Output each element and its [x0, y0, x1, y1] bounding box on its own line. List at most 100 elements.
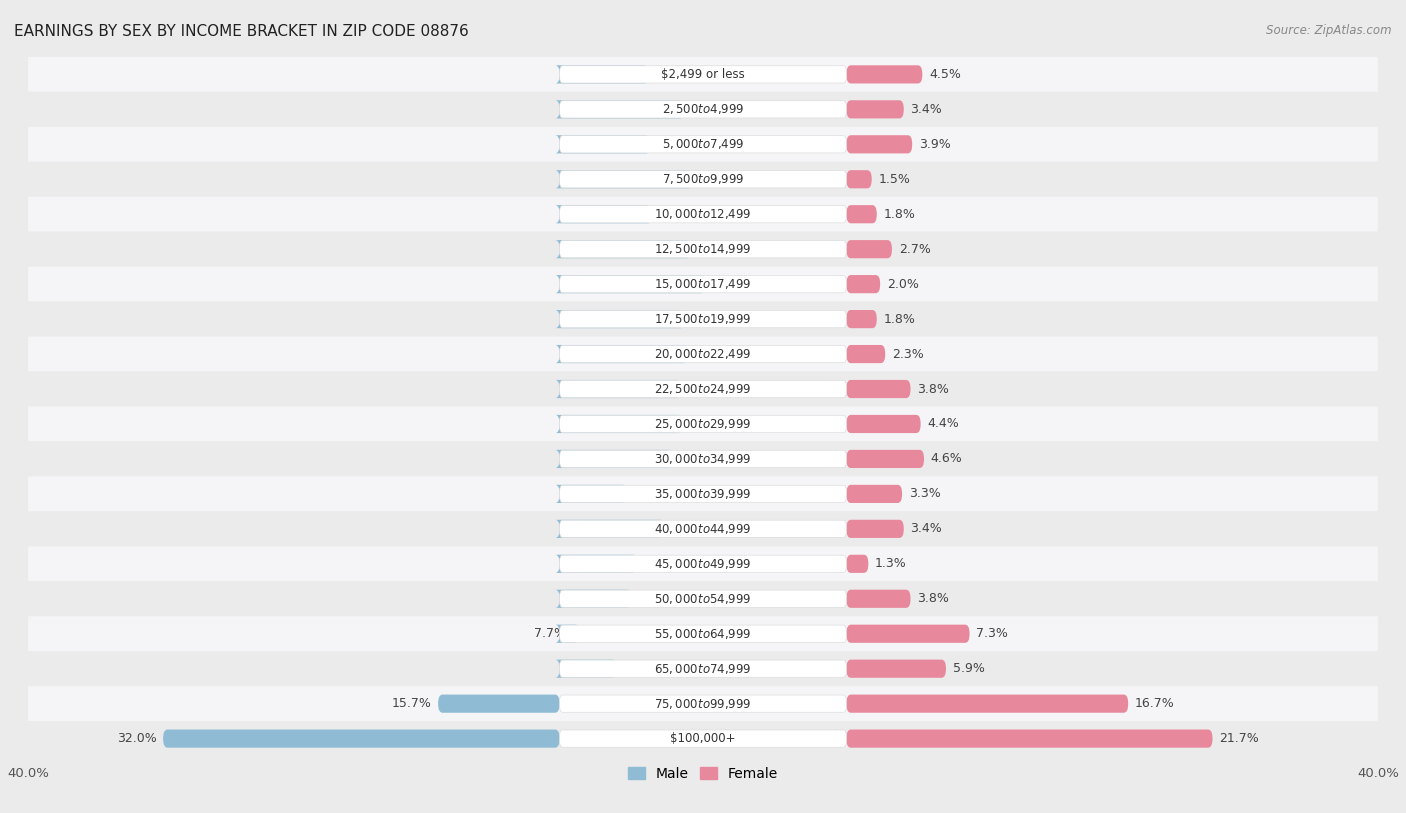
FancyBboxPatch shape: [555, 275, 703, 293]
FancyBboxPatch shape: [560, 415, 846, 433]
FancyBboxPatch shape: [28, 546, 1378, 581]
FancyBboxPatch shape: [28, 162, 1378, 197]
Text: $55,000 to $64,999: $55,000 to $64,999: [654, 627, 752, 641]
FancyBboxPatch shape: [555, 554, 636, 573]
Text: 3.9%: 3.9%: [920, 138, 950, 150]
Text: 7.7%: 7.7%: [534, 628, 567, 640]
Text: $12,500 to $14,999: $12,500 to $14,999: [654, 242, 752, 256]
Text: 15.7%: 15.7%: [391, 698, 432, 710]
Text: 16.7%: 16.7%: [1135, 698, 1174, 710]
Text: $40,000 to $44,999: $40,000 to $44,999: [654, 522, 752, 536]
Text: $30,000 to $34,999: $30,000 to $34,999: [654, 452, 752, 466]
FancyBboxPatch shape: [439, 694, 560, 713]
Text: $17,500 to $19,999: $17,500 to $19,999: [654, 312, 752, 326]
FancyBboxPatch shape: [28, 197, 1378, 232]
FancyBboxPatch shape: [555, 380, 679, 398]
FancyBboxPatch shape: [555, 310, 682, 328]
Text: $100,000+: $100,000+: [671, 733, 735, 745]
Text: $15,000 to $17,499: $15,000 to $17,499: [654, 277, 752, 291]
Text: 7.3%: 7.3%: [976, 628, 1008, 640]
FancyBboxPatch shape: [555, 345, 686, 363]
Text: $7,500 to $9,999: $7,500 to $9,999: [662, 172, 744, 186]
Text: 3.5%: 3.5%: [606, 138, 637, 150]
Text: 4.3%: 4.3%: [592, 558, 624, 570]
FancyBboxPatch shape: [846, 415, 921, 433]
FancyBboxPatch shape: [163, 729, 560, 748]
Text: $65,000 to $74,999: $65,000 to $74,999: [654, 662, 752, 676]
FancyBboxPatch shape: [846, 659, 946, 678]
Text: 2.3%: 2.3%: [891, 348, 924, 360]
FancyBboxPatch shape: [28, 406, 1378, 441]
Text: $75,000 to $99,999: $75,000 to $99,999: [654, 697, 752, 711]
Text: $2,500 to $4,999: $2,500 to $4,999: [662, 102, 744, 116]
Text: $20,000 to $22,499: $20,000 to $22,499: [654, 347, 752, 361]
FancyBboxPatch shape: [555, 65, 647, 84]
Text: 3.6%: 3.6%: [603, 68, 636, 80]
FancyBboxPatch shape: [560, 695, 846, 712]
FancyBboxPatch shape: [28, 511, 1378, 546]
Text: 3.3%: 3.3%: [908, 488, 941, 500]
FancyBboxPatch shape: [560, 555, 846, 572]
Text: 4.6%: 4.6%: [586, 593, 619, 605]
FancyBboxPatch shape: [846, 380, 911, 398]
Text: $22,500 to $24,999: $22,500 to $24,999: [654, 382, 752, 396]
FancyBboxPatch shape: [555, 520, 662, 538]
FancyBboxPatch shape: [28, 616, 1378, 651]
Text: 3.4%: 3.4%: [911, 103, 942, 115]
Text: $2,499 or less: $2,499 or less: [661, 68, 745, 80]
FancyBboxPatch shape: [560, 730, 846, 747]
Text: 1.3%: 1.3%: [643, 348, 675, 360]
FancyBboxPatch shape: [555, 135, 648, 154]
Text: $25,000 to $29,999: $25,000 to $29,999: [654, 417, 752, 431]
Text: $50,000 to $54,999: $50,000 to $54,999: [654, 592, 752, 606]
FancyBboxPatch shape: [846, 624, 970, 643]
Text: 1.5%: 1.5%: [640, 313, 671, 325]
FancyBboxPatch shape: [28, 302, 1378, 337]
Text: 3.4%: 3.4%: [607, 208, 638, 220]
FancyBboxPatch shape: [555, 100, 682, 119]
FancyBboxPatch shape: [846, 485, 903, 503]
FancyBboxPatch shape: [555, 240, 689, 259]
FancyBboxPatch shape: [555, 415, 681, 433]
FancyBboxPatch shape: [28, 651, 1378, 686]
Text: 2.7%: 2.7%: [898, 243, 931, 255]
FancyBboxPatch shape: [560, 66, 846, 83]
FancyBboxPatch shape: [28, 232, 1378, 267]
Text: $5,000 to $7,499: $5,000 to $7,499: [662, 137, 744, 151]
FancyBboxPatch shape: [555, 659, 614, 678]
Text: 4.5%: 4.5%: [929, 68, 960, 80]
FancyBboxPatch shape: [846, 589, 911, 608]
FancyBboxPatch shape: [28, 127, 1378, 162]
FancyBboxPatch shape: [28, 57, 1378, 92]
Text: 5.9%: 5.9%: [953, 663, 984, 675]
Text: 0.27%: 0.27%: [652, 278, 692, 290]
FancyBboxPatch shape: [28, 476, 1378, 511]
FancyBboxPatch shape: [560, 520, 846, 537]
Text: 1.0%: 1.0%: [648, 173, 679, 185]
FancyBboxPatch shape: [28, 372, 1378, 406]
Text: 1.3%: 1.3%: [875, 558, 907, 570]
FancyBboxPatch shape: [555, 170, 690, 189]
FancyBboxPatch shape: [560, 206, 846, 223]
FancyBboxPatch shape: [560, 660, 846, 677]
Text: 21.7%: 21.7%: [1219, 733, 1258, 745]
FancyBboxPatch shape: [846, 275, 880, 293]
Text: 1.8%: 1.8%: [883, 208, 915, 220]
Text: 3.8%: 3.8%: [917, 593, 949, 605]
Text: 1.5%: 1.5%: [640, 103, 671, 115]
FancyBboxPatch shape: [846, 205, 877, 224]
FancyBboxPatch shape: [560, 101, 846, 118]
Legend: Male, Female: Male, Female: [621, 759, 785, 788]
Text: $35,000 to $39,999: $35,000 to $39,999: [654, 487, 752, 501]
FancyBboxPatch shape: [555, 205, 650, 224]
FancyBboxPatch shape: [846, 554, 869, 573]
Text: 5.5%: 5.5%: [571, 663, 603, 675]
FancyBboxPatch shape: [28, 686, 1378, 721]
Text: EARNINGS BY SEX BY INCOME BRACKET IN ZIP CODE 08876: EARNINGS BY SEX BY INCOME BRACKET IN ZIP…: [14, 24, 468, 39]
FancyBboxPatch shape: [28, 581, 1378, 616]
FancyBboxPatch shape: [560, 625, 846, 642]
FancyBboxPatch shape: [846, 100, 904, 119]
FancyBboxPatch shape: [846, 65, 922, 84]
Text: 32.0%: 32.0%: [117, 733, 156, 745]
Text: Source: ZipAtlas.com: Source: ZipAtlas.com: [1267, 24, 1392, 37]
